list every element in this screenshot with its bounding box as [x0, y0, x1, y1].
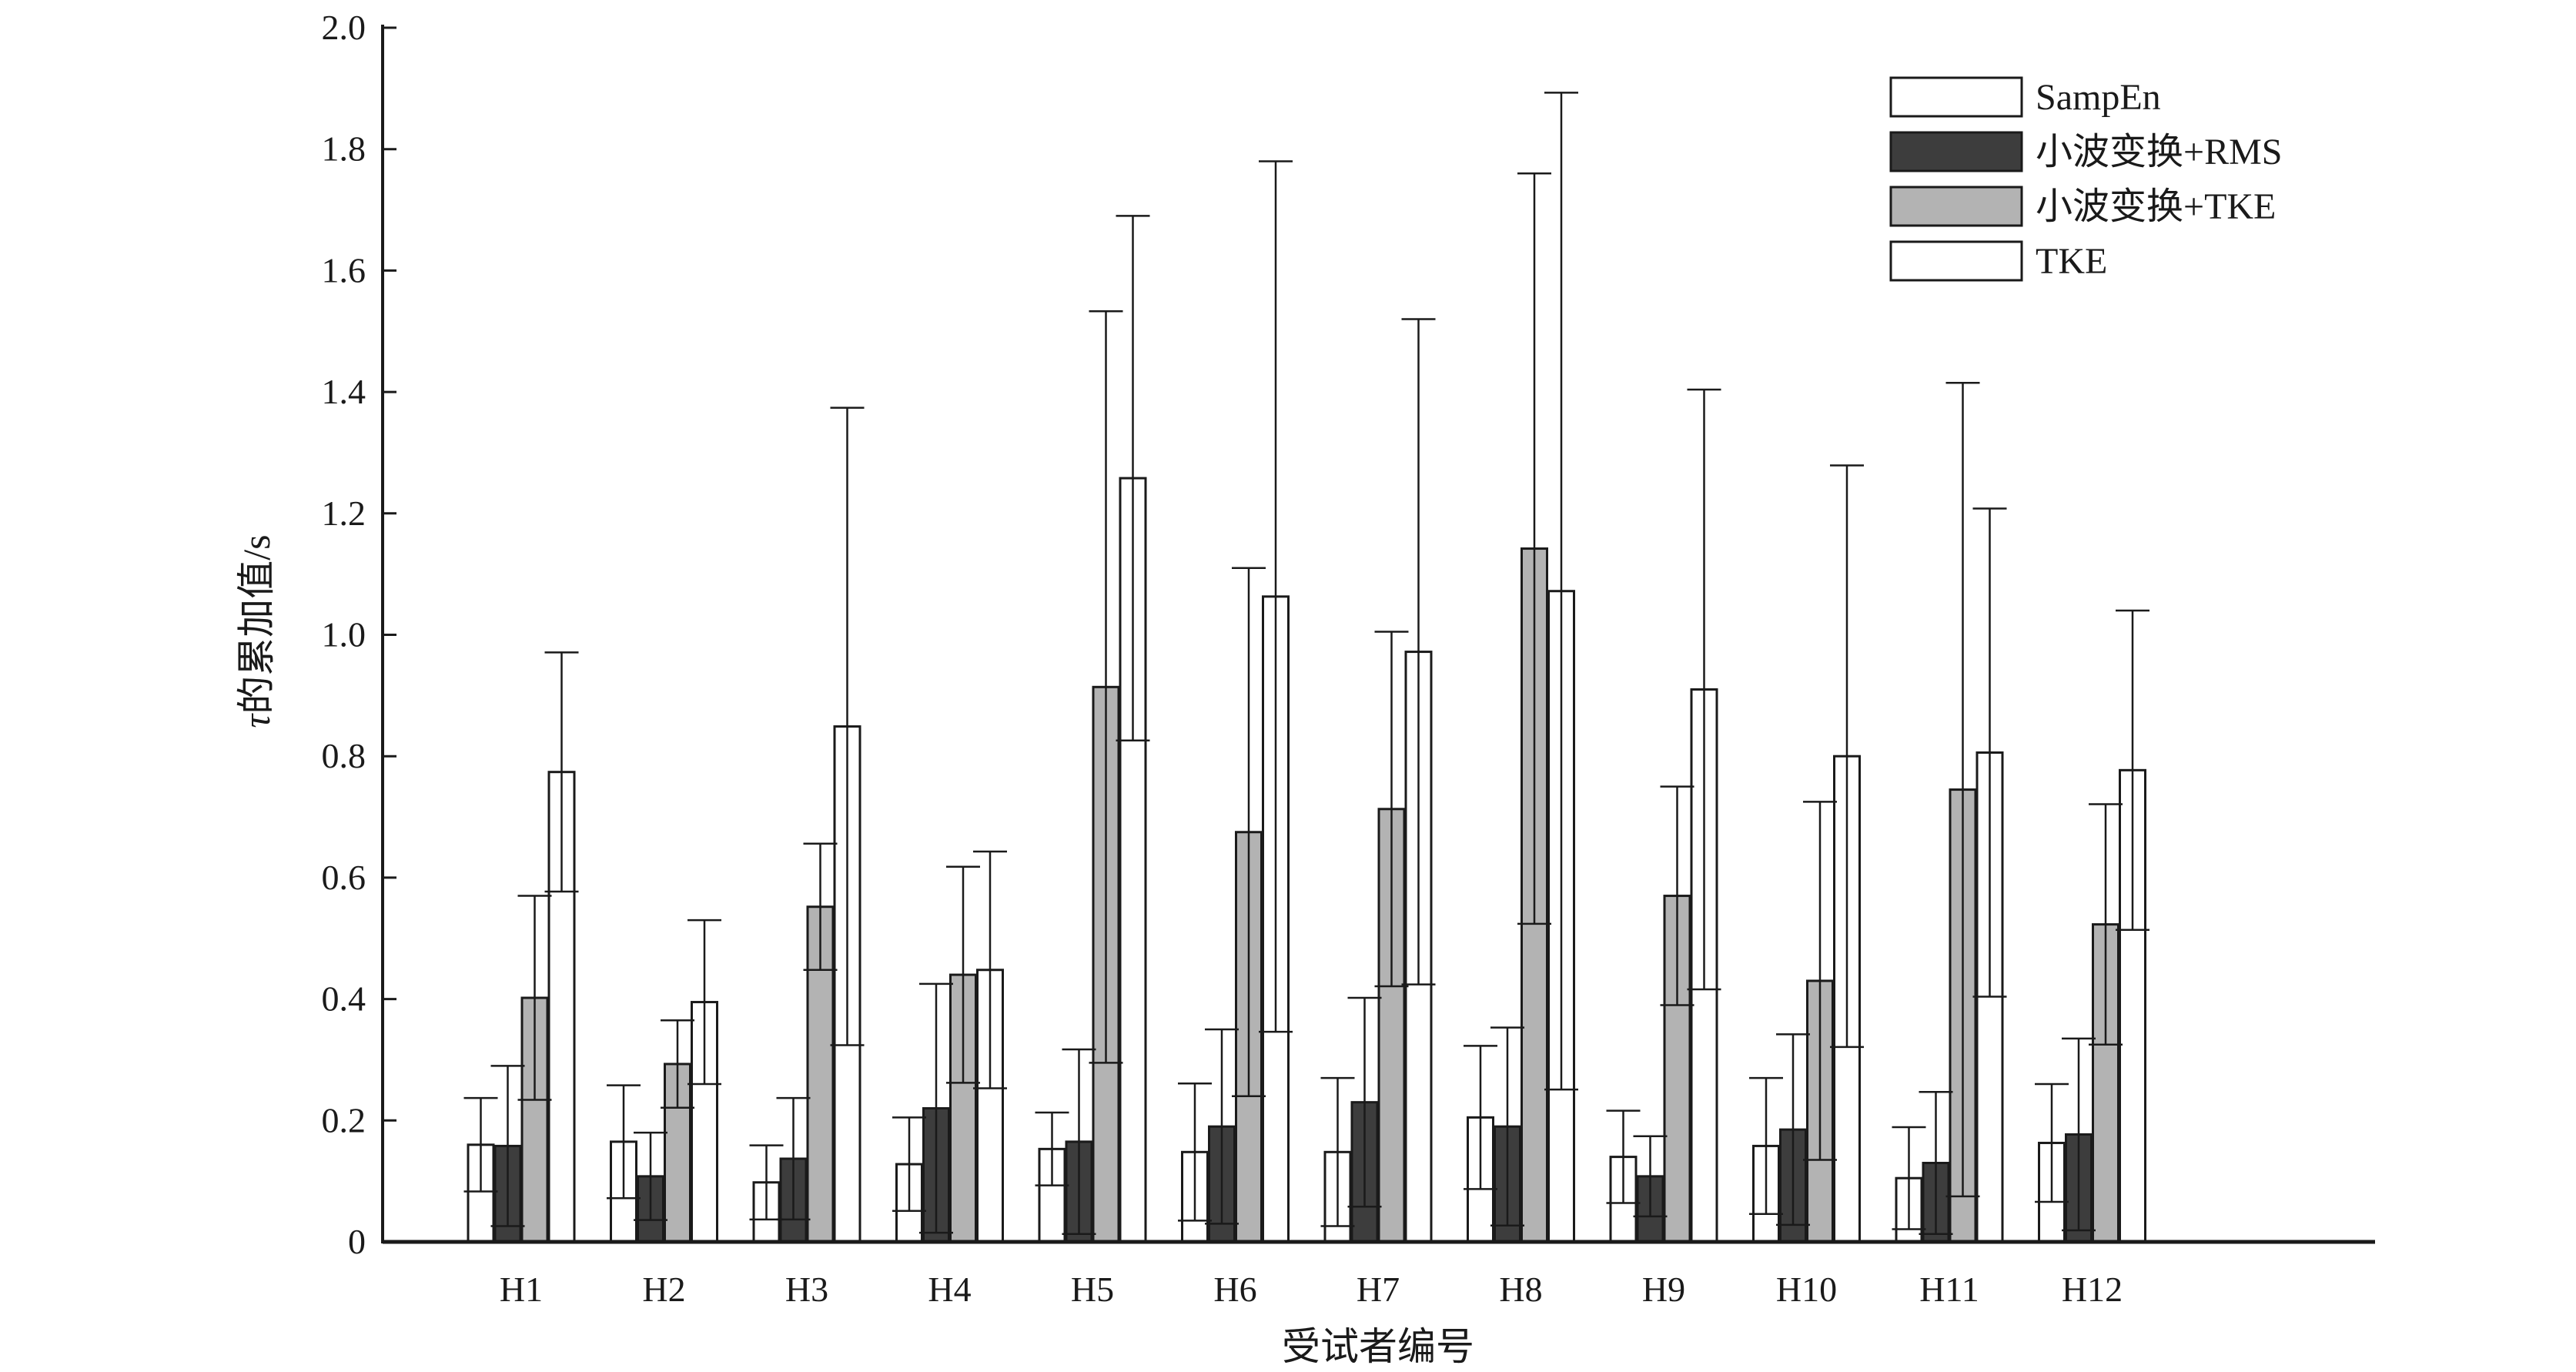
x-tick-label-H1: H1 [500, 1270, 543, 1309]
x-tick-label-H6: H6 [1213, 1270, 1256, 1309]
y-tick-label-1.4: 1.4 [322, 372, 366, 411]
y-tick-label-0.8: 0.8 [322, 736, 366, 775]
x-tick-label-H5: H5 [1071, 1270, 1114, 1309]
error-bars-layer [463, 92, 2149, 1235]
legend-swatch-series-1 [1889, 76, 2023, 118]
y-tick-label-0.2: 0.2 [322, 1100, 366, 1139]
y-tick-label-1.0: 1.0 [322, 615, 366, 654]
bar-H1-series-4 [547, 771, 576, 1243]
legend-label-series-3: 小波变换+TKE [2036, 186, 2276, 227]
legend: SampEn 小波变换+RMS 小波变换+TKE TKE [1889, 76, 2282, 282]
y-tick-label-0: 0 [348, 1222, 366, 1261]
legend-swatch-series-3 [1889, 186, 2023, 227]
x-tick-label-H7: H7 [1357, 1270, 1400, 1309]
legend-label-series-2: 小波变换+RMS [2036, 132, 2282, 172]
x-tick-label-H3: H3 [785, 1270, 828, 1309]
y-axis-title: τ的累加值/s [235, 534, 278, 728]
x-tick-label-H8: H8 [1499, 1270, 1542, 1309]
legend-label-series-1: SampEn [2036, 77, 2161, 118]
y-tick-label-1.6: 1.6 [322, 250, 366, 289]
y-tick-label-0.4: 0.4 [322, 979, 366, 1019]
y-tick-label-1.8: 1.8 [322, 129, 366, 169]
y-tick-label-1.2: 1.2 [322, 494, 366, 533]
x-tick-label-H11: H11 [1919, 1270, 1979, 1309]
x-tick-label-H2: H2 [642, 1270, 685, 1309]
x-tick-label-H9: H9 [1642, 1270, 1685, 1309]
axes-layer: H1 H2 H3 H4 H5 H6 H7 H8 H9 H10 H11 H12 0 0.2 0.4 0.6 0.8… [322, 8, 2375, 1309]
legend-swatch-series-2 [1889, 131, 2023, 172]
y-axis-title-text: 的累加值/s [235, 534, 278, 714]
legend-label-series-4: TKE [2036, 241, 2107, 282]
x-tick-label-H4: H4 [928, 1270, 971, 1309]
x-tick-label-H12: H12 [2062, 1270, 2123, 1309]
x-axis-title: 受试者编号 [1282, 1325, 1474, 1368]
y-axis-title-symbol: τ [235, 713, 278, 728]
bar-H5-series-1 [1038, 1147, 1066, 1243]
legend-swatch-series-4 [1889, 240, 2023, 282]
y-tick-label-0.6: 0.6 [322, 858, 366, 897]
y-tick-label-2.0: 2.0 [322, 8, 366, 47]
x-tick-label-H10: H10 [1776, 1270, 1837, 1309]
